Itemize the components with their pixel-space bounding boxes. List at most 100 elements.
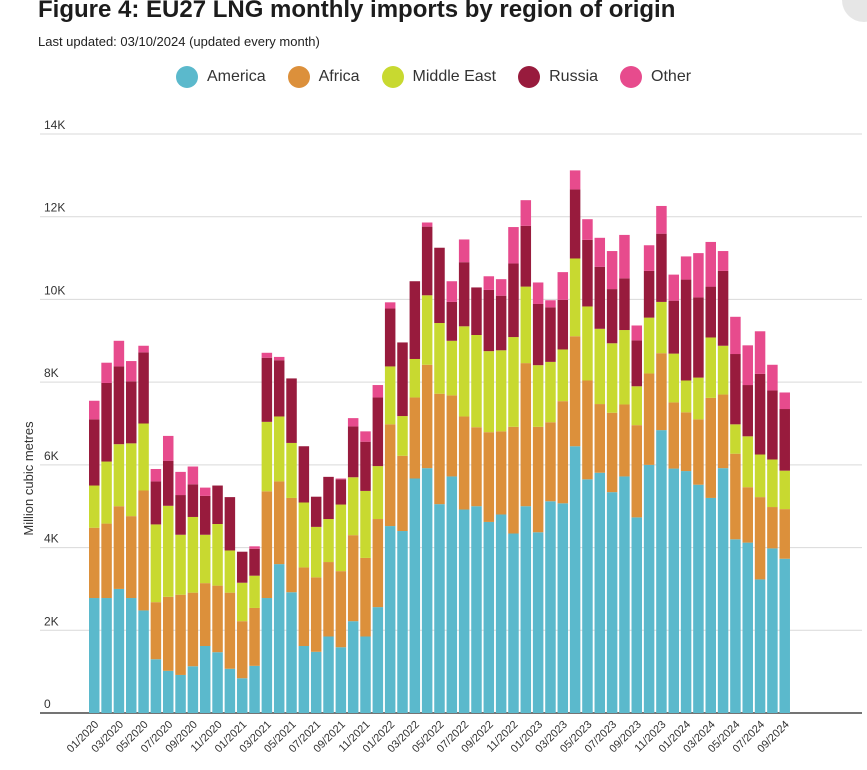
bar-segment-russia	[89, 419, 100, 486]
bar-segment-other	[619, 234, 630, 279]
bar-segment-russia	[261, 357, 273, 422]
bar-segment-america	[310, 651, 322, 713]
last-updated-note: Last updated: 03/10/2024 (updated every …	[38, 34, 320, 49]
bar-segment-middle-east	[619, 330, 630, 405]
legend-item-africa[interactable]: Africa	[287, 66, 360, 88]
bar-segment-america	[668, 468, 680, 713]
bar-segment-russia	[742, 385, 753, 437]
bar-segment-middle-east	[582, 306, 593, 381]
bar-segment-russia	[187, 484, 199, 517]
bar-segment-russia	[458, 262, 470, 327]
bar-segment-middle-east	[397, 416, 408, 456]
bar-segment-africa	[619, 404, 630, 477]
bar-segment-other	[372, 385, 384, 398]
bar-segment-africa	[594, 404, 606, 473]
bar-segment-middle-east	[335, 504, 347, 572]
bar-segment-russia	[730, 354, 741, 425]
bar-segment-other	[261, 352, 273, 358]
legend-item-america[interactable]: America	[175, 66, 266, 88]
bar-segment-america	[384, 526, 396, 713]
y-tick-label: 12K	[44, 201, 65, 215]
bar-segment-russia	[643, 270, 655, 318]
bar-segment-africa	[261, 491, 273, 599]
bar-segment-other	[113, 340, 125, 367]
bar-segment-middle-east	[138, 423, 149, 491]
bar-segment-middle-east	[717, 345, 729, 395]
bar-segment-middle-east	[779, 470, 790, 510]
bar-segment-russia	[286, 378, 297, 443]
bar-segment-africa	[557, 401, 569, 504]
bar-segment-america	[582, 479, 593, 713]
bar-segment-america	[779, 558, 790, 713]
bar-segment-russia	[471, 287, 482, 335]
bar-segment-middle-east	[643, 317, 655, 374]
legend-swatch-russia	[518, 66, 541, 88]
bar-segment-america	[199, 646, 211, 713]
bar-segment-middle-east	[286, 442, 297, 498]
bar-segment-russia	[409, 281, 421, 359]
bar-segment-middle-east	[458, 326, 470, 417]
bar-segment-africa	[298, 567, 310, 647]
bar-segment-africa	[458, 416, 470, 510]
bar-segment-other	[446, 281, 458, 302]
bar-segment-middle-east	[175, 534, 186, 595]
bar-segment-america	[261, 598, 273, 713]
y-tick-label: 0	[44, 697, 51, 711]
bar-segment-other	[742, 345, 753, 386]
bar-segment-other	[89, 400, 100, 420]
bar-segment-middle-east	[310, 526, 322, 578]
bar-segment-america	[458, 509, 470, 713]
bar-segment-america	[767, 548, 778, 713]
bar-segment-middle-east	[261, 421, 273, 492]
bar-segment-middle-east	[212, 523, 223, 586]
bar-segment-america	[557, 503, 569, 713]
bar-segment-africa	[199, 583, 211, 647]
bar-segment-other	[384, 302, 396, 309]
bar-segment-africa	[508, 426, 519, 534]
bar-segment-america	[323, 636, 334, 713]
y-tick-label: 4K	[44, 532, 59, 546]
bar-segment-africa	[754, 497, 766, 580]
bar-segment-africa	[273, 481, 285, 565]
bar-segment-middle-east	[705, 337, 716, 398]
bar-segment-america	[273, 564, 285, 713]
bar-segment-russia	[582, 239, 593, 307]
bar-segment-middle-east	[495, 350, 507, 432]
bar-segment-russia	[508, 263, 519, 338]
bar-segment-africa	[150, 602, 162, 660]
bar-segment-america	[532, 532, 544, 713]
bar-segment-africa	[162, 596, 174, 671]
bar-segment-middle-east	[594, 328, 606, 405]
bar-segment-america	[101, 598, 112, 713]
bar-segment-america	[495, 514, 507, 713]
bar-segment-other	[508, 227, 519, 264]
legend-item-other[interactable]: Other	[620, 66, 691, 88]
bar-segment-middle-east	[508, 337, 519, 427]
bar-segment-america	[594, 472, 606, 713]
legend-item-middle-east[interactable]: Middle East	[381, 66, 496, 88]
bar-segment-russia	[335, 479, 347, 505]
bar-segment-africa	[421, 364, 433, 469]
bar-segment-middle-east	[187, 516, 199, 593]
bar-segment-russia	[212, 485, 223, 524]
legend-item-russia[interactable]: Russia	[518, 66, 598, 88]
bar-segment-other	[631, 325, 643, 341]
bar-segment-africa	[113, 506, 125, 589]
bar-segment-russia	[594, 266, 606, 329]
bar-segment-middle-east	[557, 349, 569, 402]
bar-segment-america	[409, 478, 421, 713]
bar-segment-middle-east	[606, 343, 618, 413]
bar-segment-other	[138, 345, 149, 353]
bar-segment-africa	[520, 363, 532, 507]
bar-segment-africa	[705, 397, 716, 498]
bar-segment-africa	[397, 455, 408, 532]
legend-label-russia: Russia	[549, 68, 599, 85]
bar-segment-russia	[360, 441, 371, 491]
bar-segment-russia	[397, 342, 408, 417]
y-tick-label: 8K	[44, 366, 59, 380]
bar-segment-other	[656, 205, 667, 234]
legend-label-other: Other	[651, 68, 692, 85]
bar-segment-africa	[347, 535, 359, 622]
bar-segment-africa	[680, 412, 692, 472]
bar-segment-america	[569, 446, 581, 713]
